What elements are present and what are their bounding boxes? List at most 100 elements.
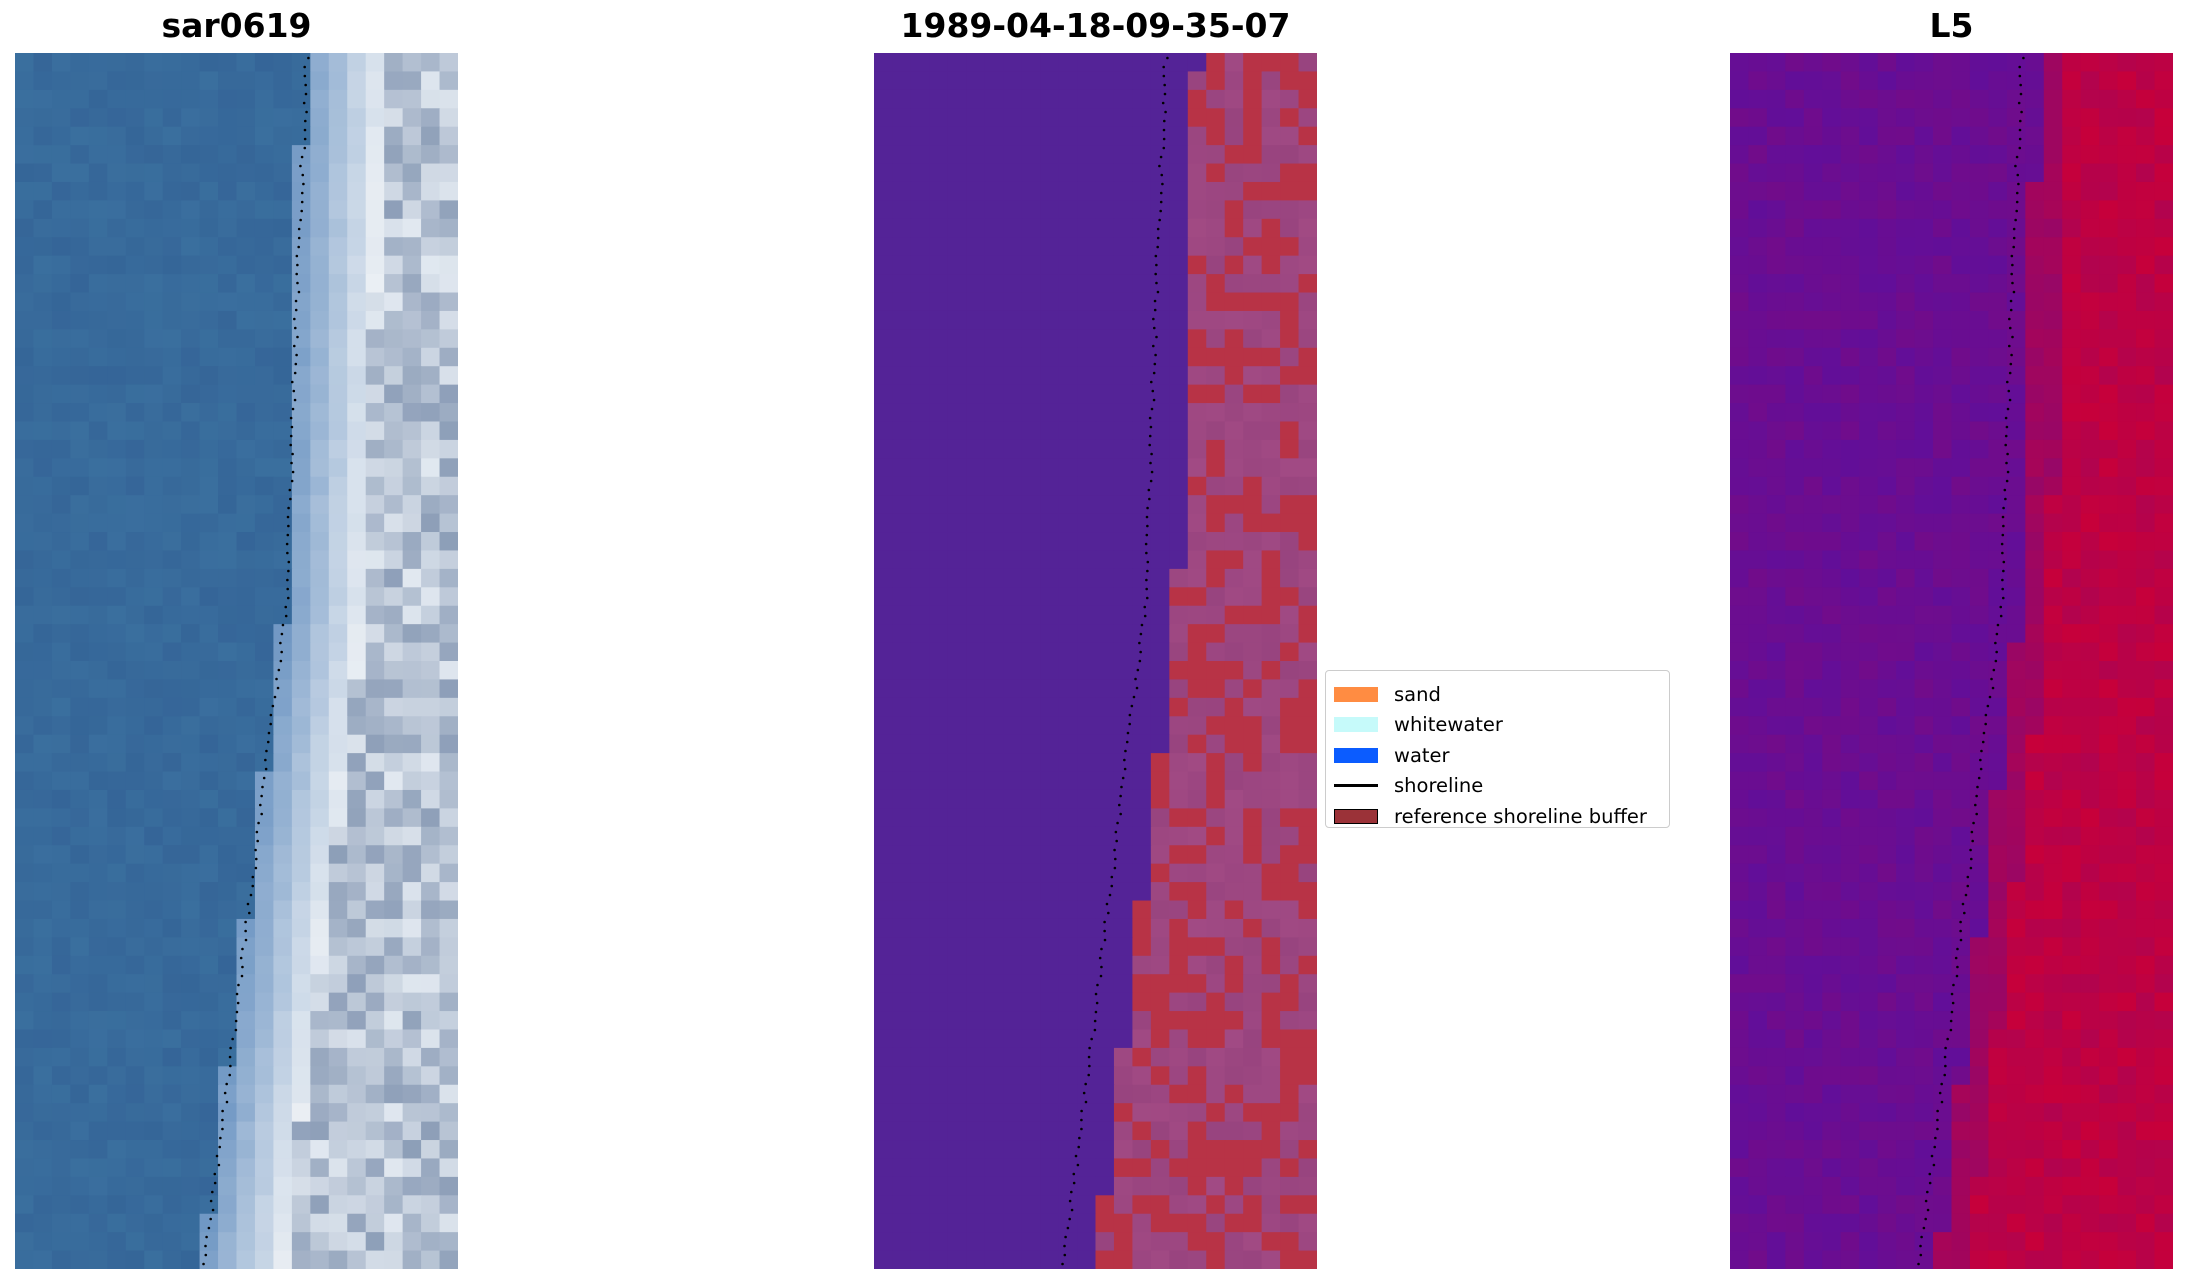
rgb-pixel <box>144 734 164 754</box>
index-pixel <box>1840 845 1860 865</box>
class-pixel <box>1040 329 1060 349</box>
rgb-pixel <box>384 1232 404 1252</box>
rgb-pixel <box>88 863 108 883</box>
index-pixel <box>1896 366 1916 386</box>
index-pixel <box>1785 992 1805 1012</box>
index-pixel <box>2080 587 2100 607</box>
rgb-pixel <box>70 163 90 183</box>
class-pixel <box>910 439 930 459</box>
class-pixel <box>947 679 967 699</box>
rgb-pixel <box>291 679 311 699</box>
index-pixel <box>2154 918 2173 938</box>
index-pixel <box>1822 734 1842 754</box>
rgb-pixel <box>254 955 275 975</box>
rgb-pixel <box>107 108 127 128</box>
rgb-pixel <box>421 439 441 459</box>
rgb-pixel <box>236 605 256 625</box>
index-pixel <box>1877 1011 1897 1031</box>
rgb-pixel <box>107 1103 127 1123</box>
class-pixel <box>947 476 967 496</box>
class-pixel <box>1095 1066 1115 1086</box>
index-pixel <box>1877 605 1897 625</box>
rgb-pixel <box>421 163 441 183</box>
rgb-pixel <box>199 384 219 404</box>
index-pixel <box>1877 679 1897 699</box>
rgb-pixel <box>51 347 71 367</box>
rgb-pixel <box>310 237 330 257</box>
index-pixel <box>1859 532 1879 552</box>
class-pixel <box>1077 108 1097 128</box>
class-pixel <box>1040 1158 1060 1178</box>
rgb-pixel <box>125 1121 145 1141</box>
rgb-pixel <box>384 476 404 496</box>
rgb-pixel <box>144 1140 164 1160</box>
class-pixel <box>1243 1047 1263 1067</box>
rgb-pixel <box>181 366 201 386</box>
shoreline-point <box>1148 443 1151 447</box>
rgb-pixel <box>254 1140 275 1160</box>
legend-item-reference-buffer: reference shoreline buffer <box>1334 801 1669 832</box>
rgb-pixel <box>236 900 256 920</box>
rgb-pixel <box>125 274 145 294</box>
index-pixel <box>1766 1029 1786 1049</box>
index-pixel <box>1730 347 1750 367</box>
class-pixel <box>966 255 986 275</box>
class-pixel <box>1187 513 1207 533</box>
index-pixel <box>1896 108 1916 128</box>
class-pixel <box>1077 255 1097 275</box>
class-pixel <box>892 587 912 607</box>
index-pixel <box>2043 89 2063 109</box>
index-pixel <box>1730 550 1750 570</box>
rgb-pixel <box>33 1250 53 1269</box>
class-pixel <box>1113 1232 1134 1252</box>
rgb-pixel <box>365 1029 385 1049</box>
rgb-pixel <box>384 1066 404 1086</box>
rgb-pixel <box>162 624 182 644</box>
rgb-pixel <box>70 992 90 1012</box>
index-pixel <box>1877 439 1897 459</box>
rgb-pixel <box>218 1011 238 1031</box>
rgb-pixel <box>310 384 330 404</box>
index-pixel <box>1730 145 1750 165</box>
rgb-pixel <box>365 218 385 238</box>
index-pixel <box>1730 937 1750 957</box>
shoreline-point <box>286 578 289 582</box>
rgb-pixel <box>199 1103 219 1123</box>
class-pixel <box>1095 200 1115 220</box>
rgb-pixel <box>384 181 404 201</box>
rgb-pixel <box>439 329 458 349</box>
index-pixel <box>1840 1158 1860 1178</box>
rgb-pixel <box>144 163 164 183</box>
class-pixel <box>1003 808 1023 828</box>
index-pixel <box>2006 1084 2026 1104</box>
rgb-pixel <box>125 753 145 773</box>
index-pixel <box>2136 1195 2156 1215</box>
index-pixel <box>1933 734 1953 754</box>
index-pixel <box>2062 1121 2082 1141</box>
index-pixel <box>1951 734 1971 754</box>
class-pixel <box>1261 679 1281 699</box>
index-pixel <box>2117 108 2137 128</box>
index-pixel <box>1969 126 1990 146</box>
rgb-pixel <box>181 900 201 920</box>
rgb-pixel <box>421 624 441 644</box>
index-pixel <box>2043 1195 2063 1215</box>
class-pixel <box>1040 1011 1060 1031</box>
index-pixel <box>2025 661 2045 681</box>
index-pixel <box>1877 1066 1897 1086</box>
rgb-pixel <box>33 937 53 957</box>
class-pixel <box>929 992 949 1012</box>
index-pixel <box>2154 255 2173 275</box>
class-pixel <box>1150 255 1170 275</box>
rgb-pixel <box>328 679 348 699</box>
rgb-pixel <box>107 992 127 1012</box>
class-pixel <box>984 181 1004 201</box>
index-pixel <box>1748 495 1768 515</box>
rgb-pixel <box>15 476 35 496</box>
rgb-pixel <box>181 845 201 865</box>
rgb-pixel <box>70 439 90 459</box>
rgb-pixel <box>144 808 164 828</box>
rgb-pixel <box>199 900 219 920</box>
class-pixel <box>929 108 949 128</box>
rgb-pixel <box>15 918 35 938</box>
